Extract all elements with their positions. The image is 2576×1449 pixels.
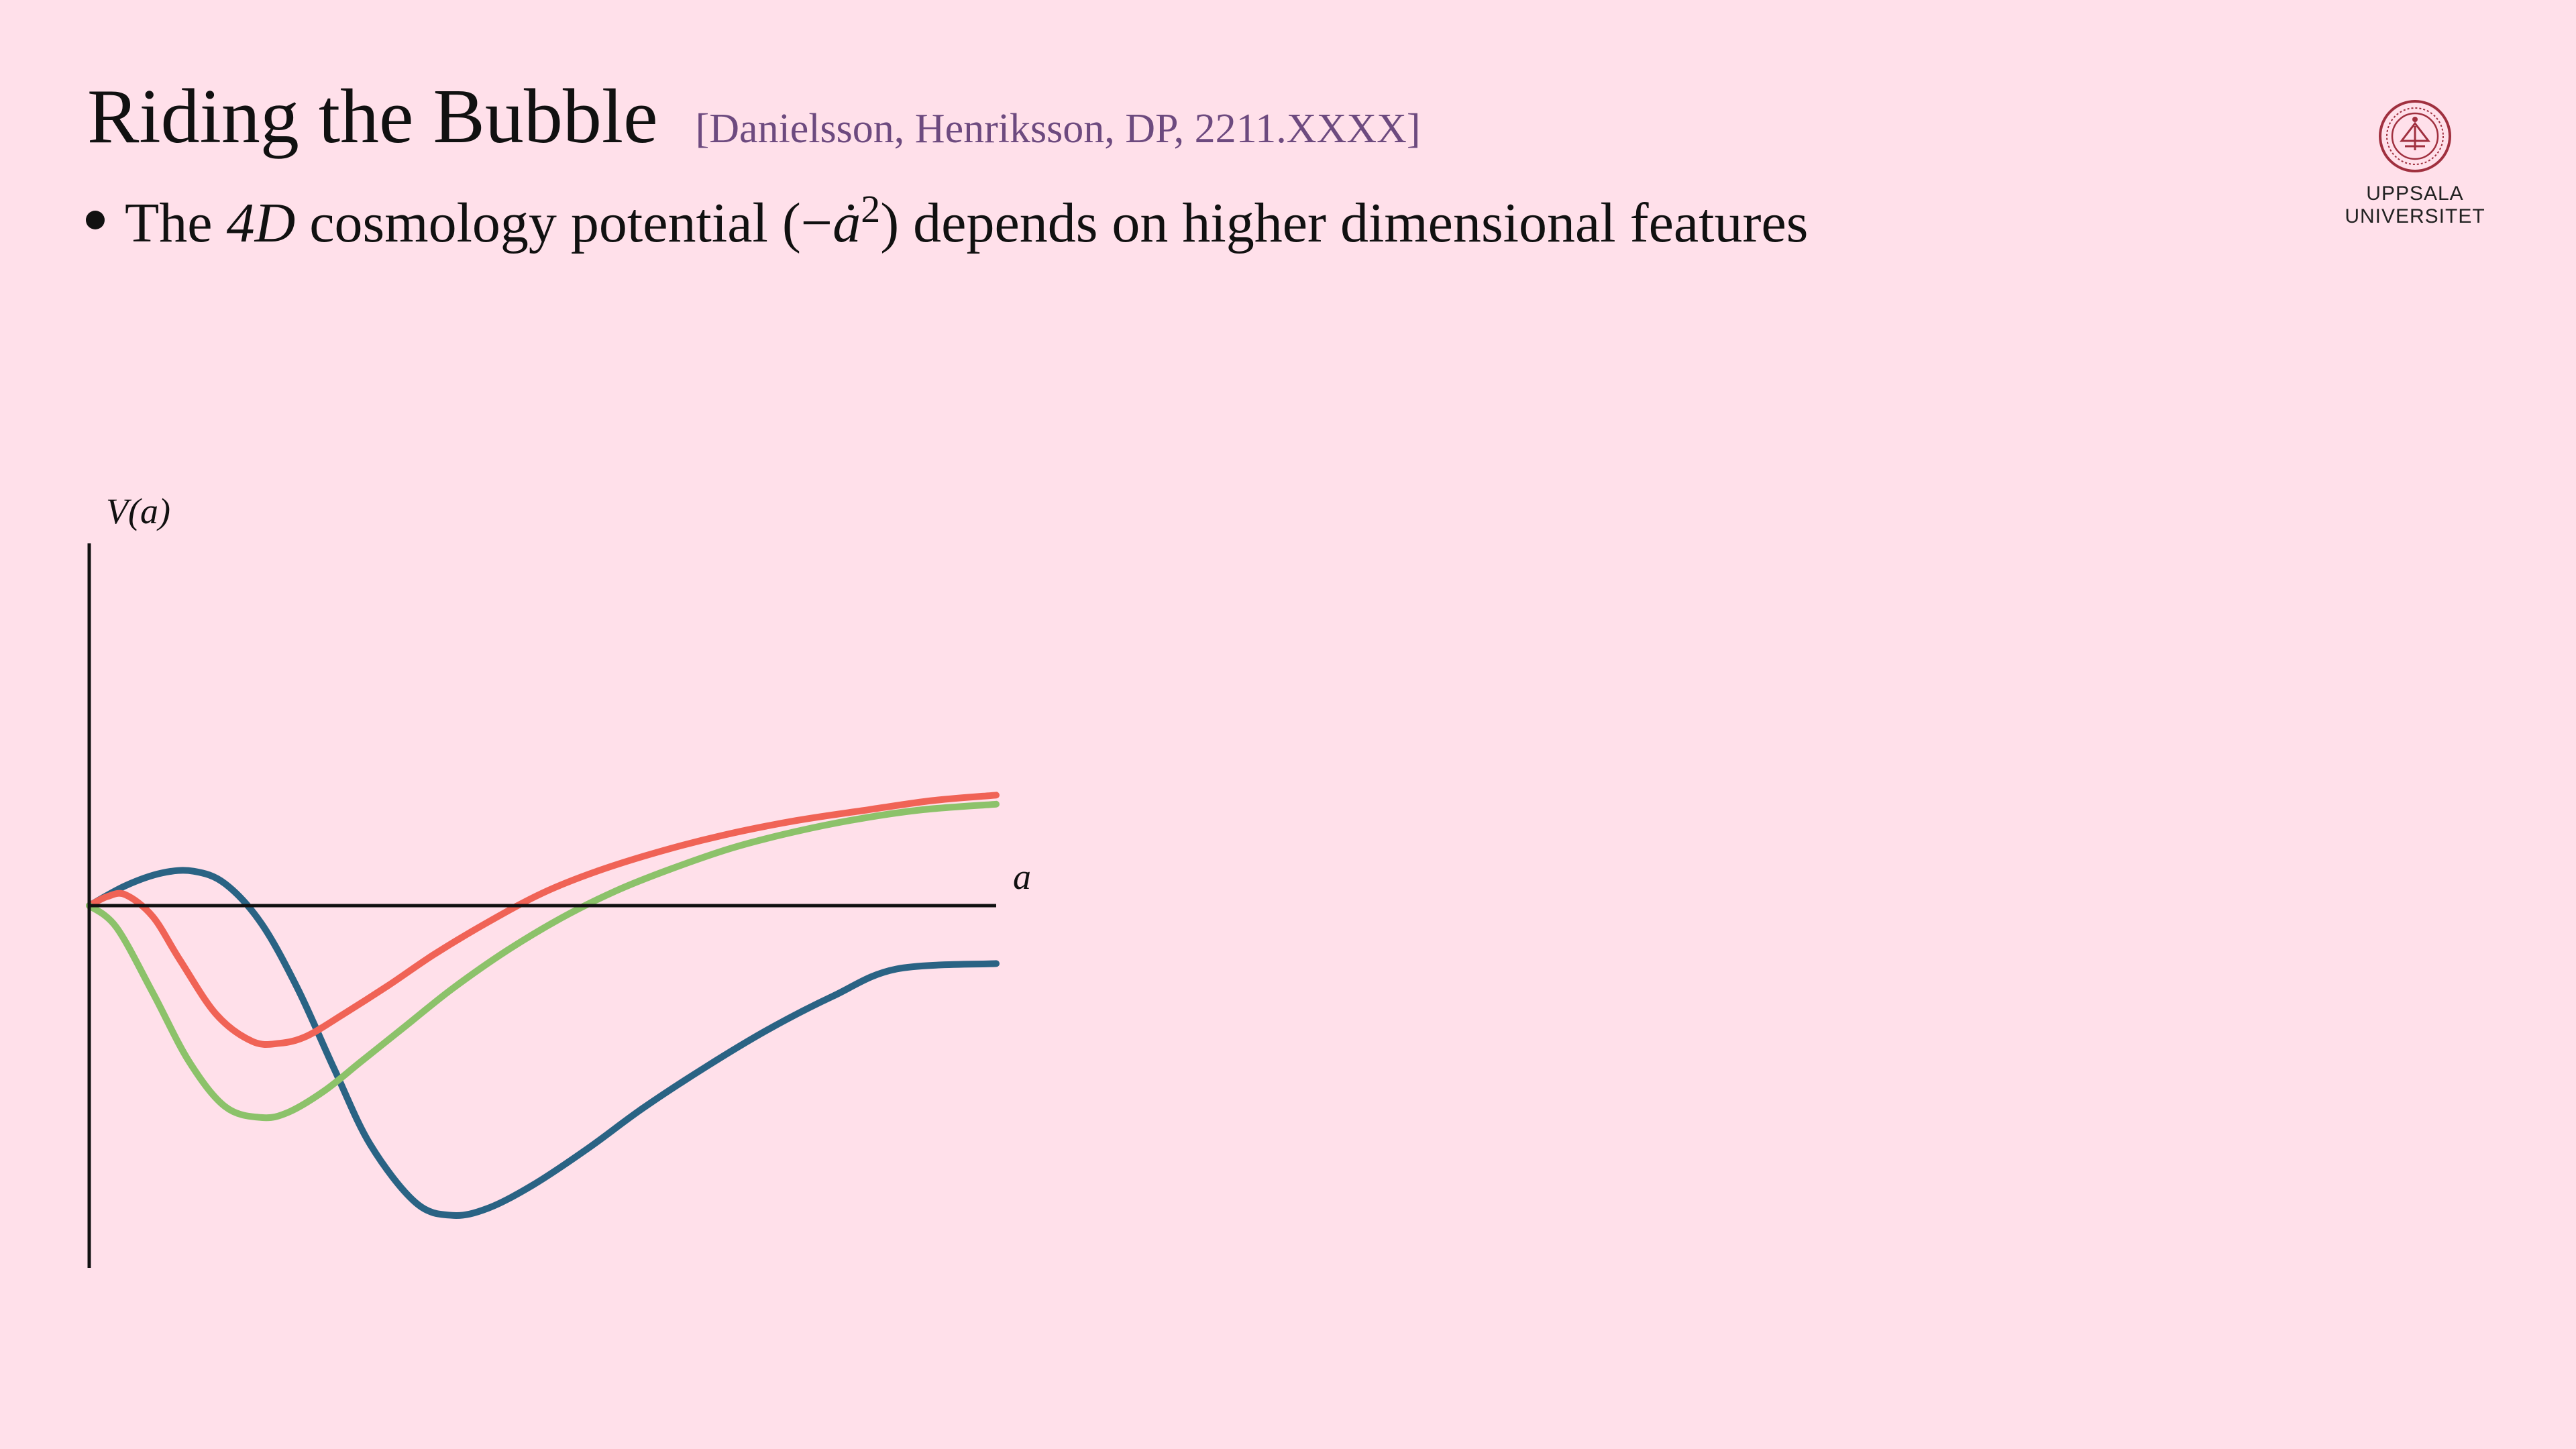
series-line-2 — [86, 792, 1000, 1049]
bullet-text-post: ) depends on higher dimensional features — [880, 192, 1809, 254]
bullet-text-pre: The — [125, 192, 227, 254]
bullet-item: The 4D cosmology potential (−ȧ2) depends… — [86, 186, 1808, 256]
university-name: UPPSALA UNIVERSITET — [2345, 182, 2485, 228]
university-name-line2: UNIVERSITET — [2345, 205, 2485, 227]
bullet-text-mid: cosmology potential (− — [295, 192, 833, 254]
x-axis-label: a — [1013, 857, 1031, 897]
slide-title: Riding the Bubble — [87, 74, 658, 160]
series-layer — [86, 792, 1000, 1219]
title-row: Riding the Bubble [Danielsson, Henriksso… — [87, 72, 1421, 162]
university-name-line1: UPPSALA — [2366, 182, 2464, 205]
university-seal-icon — [2379, 100, 2451, 172]
bullet-math-dim: 4D — [226, 192, 296, 254]
citation: [Danielsson, Henriksson, DP, 2211.XXXX] — [695, 106, 1421, 152]
bullet-dot-icon — [86, 211, 105, 229]
series-line-3 — [86, 800, 1000, 1122]
y-axis-label: V(a) — [106, 491, 170, 531]
university-logo: UPPSALA UNIVERSITET — [2328, 99, 2502, 228]
bullet-math-exp: 2 — [861, 187, 881, 231]
bullet-text: The 4D cosmology potential (−ȧ2) depends… — [125, 186, 1808, 256]
bullet-math-adot: ȧ — [833, 192, 861, 254]
series-line-1 — [86, 867, 1000, 1219]
